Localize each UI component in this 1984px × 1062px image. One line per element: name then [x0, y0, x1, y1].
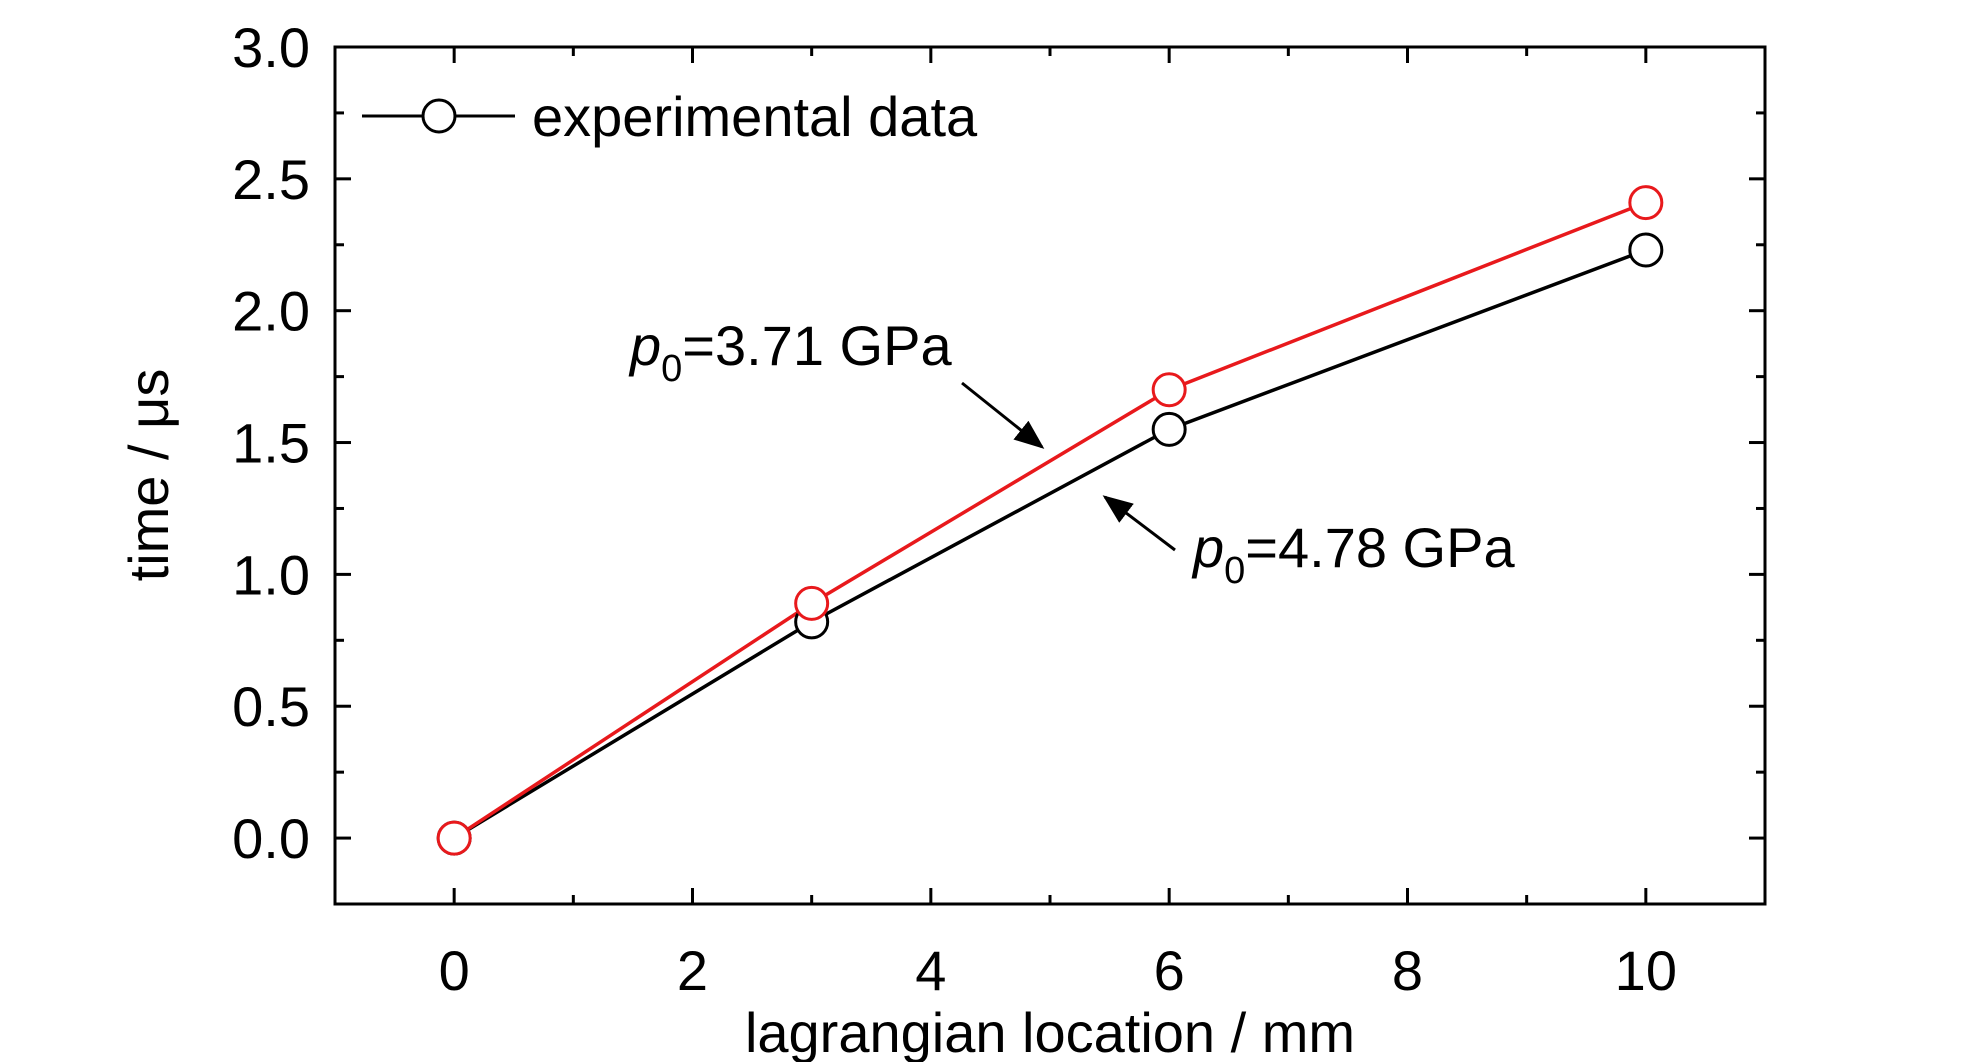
y-tick-label: 1.0 [232, 543, 310, 606]
series-layer [436, 185, 1664, 856]
series-2-point [1151, 372, 1187, 408]
x-tick-label: 10 [1615, 939, 1677, 1002]
y-tick-label: 2.5 [232, 148, 310, 211]
legend-entry: experimental data [532, 85, 978, 148]
x-tick-label: 8 [1392, 939, 1423, 1002]
x-tick-label: 6 [1154, 939, 1185, 1002]
annotation-2-text: =4.78 GPa [1245, 516, 1515, 579]
series-2-point [436, 820, 472, 856]
series-1-line [453, 248, 1647, 840]
y-tick-label: 1.5 [232, 412, 310, 475]
y-axis-title: time / μs [117, 369, 180, 582]
series-1-point [1151, 411, 1187, 447]
x-tick-label: 0 [439, 939, 470, 1002]
y-tick-label: 0.5 [232, 675, 310, 738]
series-2-point [1628, 185, 1664, 221]
x-axis-title: lagrangian location / mm [745, 1001, 1355, 1062]
series-2-point [794, 585, 830, 621]
x-tick-label: 4 [915, 939, 946, 1002]
annotation-2-sub: 0 [1224, 550, 1245, 592]
annotation-2-arrow [1102, 495, 1176, 552]
axis-ticks [333, 45, 1767, 906]
annotation-1-sub: 0 [661, 348, 682, 390]
annotation-1-text: =3.71 GPa [682, 314, 952, 377]
legend: experimental data [362, 85, 978, 148]
annotation-1-var: p [628, 314, 661, 377]
annotation-2-var: p [1191, 516, 1224, 579]
annotation-1-label: p0=3.71 GPa [628, 314, 952, 390]
y-tick-label: 2.0 [232, 280, 310, 343]
legend-marker [421, 98, 457, 134]
series-1-point [1628, 232, 1664, 268]
y-tick-label: 0.0 [232, 807, 310, 870]
annotation-1: p0=3.71 GPa [628, 314, 1045, 449]
series-2-line [453, 200, 1647, 840]
annotation-2: p0=4.78 GPa [1102, 495, 1515, 592]
tick-labels: 0 2 4 6 8 10 0.0 0.5 1.0 1.5 2.0 2.5 3.0 [232, 16, 1677, 1002]
annotation-2-label: p0=4.78 GPa [1191, 516, 1515, 592]
y-tick-label: 3.0 [232, 16, 310, 79]
x-tick-label: 2 [677, 939, 708, 1002]
annotation-1-arrow [961, 381, 1045, 449]
